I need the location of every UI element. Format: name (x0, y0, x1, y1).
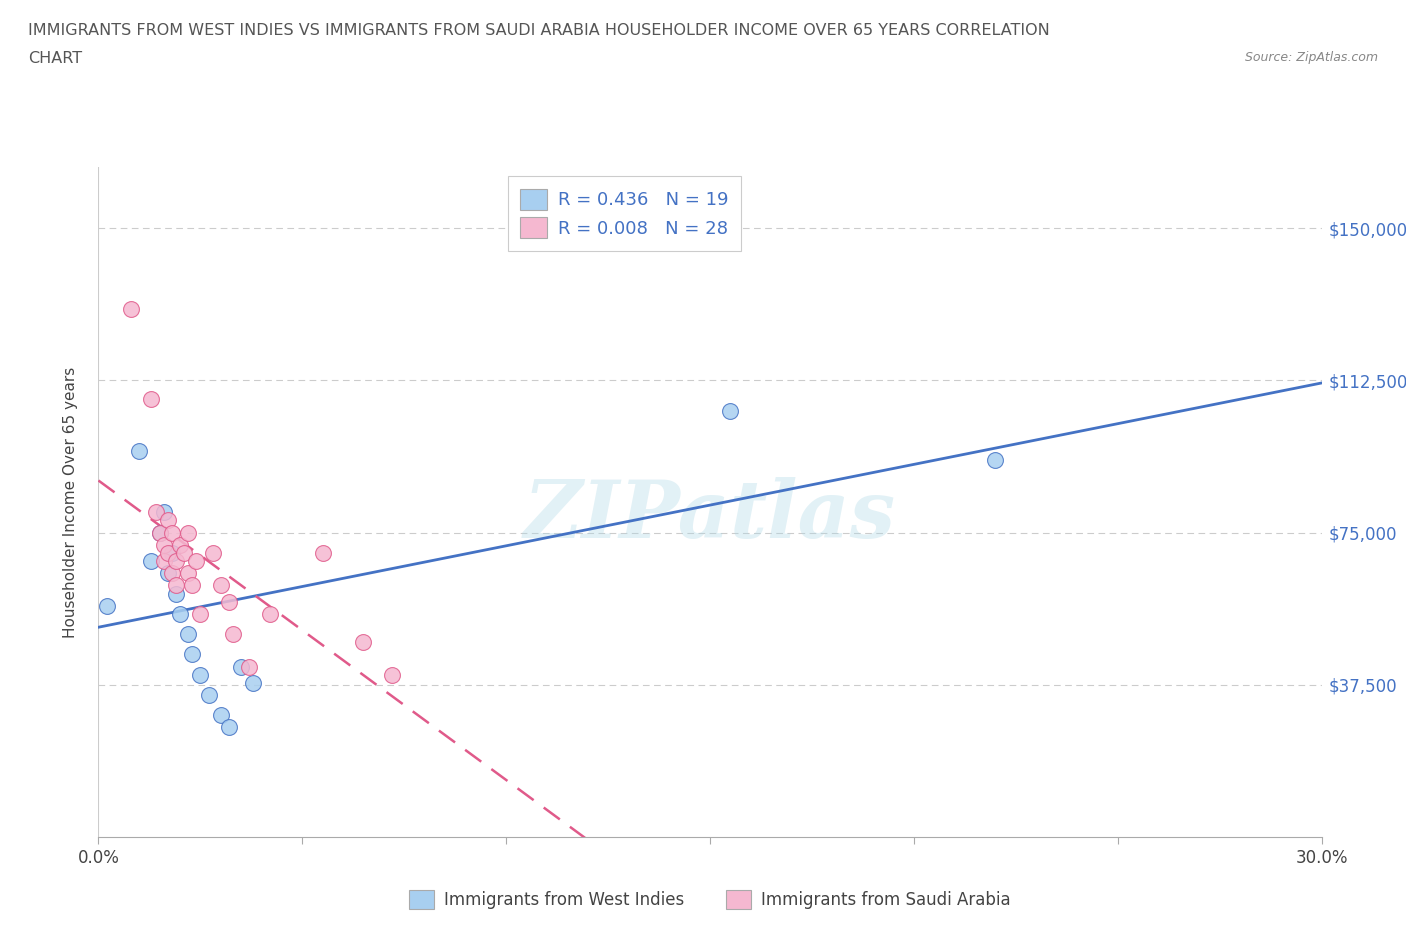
Point (152, 538, 174, 552)
Point (165, 586, 187, 601)
Point (188, 667, 212, 682)
Text: IMMIGRANTS FROM WEST INDIES VS IMMIGRANTS FROM SAUDI ARABIA HOUSEHOLDER INCOME O: IMMIGRANTS FROM WEST INDIES VS IMMIGRANT… (28, 23, 1050, 38)
Point (209, 708, 232, 723)
Point (160, 546, 183, 561)
Point (145, 505, 167, 520)
Point (96, 598, 118, 613)
Point (160, 525, 183, 540)
Point (259, 606, 281, 621)
Text: ZIPatlas: ZIPatlas (524, 477, 896, 554)
Y-axis label: Householder Income Over 65 years: Householder Income Over 65 years (63, 366, 77, 638)
Legend: Immigrants from West Indies, Immigrants from Saudi Arabia: Immigrants from West Indies, Immigrants … (402, 884, 1018, 916)
Point (169, 538, 191, 552)
Point (152, 553, 174, 568)
Point (352, 635, 374, 650)
Point (720, 404, 742, 418)
Point (128, 444, 150, 458)
Point (197, 687, 219, 702)
Point (381, 667, 404, 682)
Point (156, 513, 179, 528)
Point (152, 505, 174, 520)
Point (181, 647, 204, 662)
Point (984, 452, 1007, 467)
Point (312, 546, 335, 561)
Point (165, 553, 187, 568)
Point (201, 546, 224, 561)
Point (222, 627, 245, 642)
Point (177, 525, 200, 540)
Point (209, 578, 232, 592)
Point (141, 553, 163, 568)
Point (177, 565, 200, 580)
Point (177, 627, 200, 642)
Point (218, 594, 240, 609)
Point (120, 302, 142, 317)
Point (186, 553, 208, 568)
Point (218, 720, 240, 735)
Text: CHART: CHART (28, 51, 82, 66)
Point (181, 578, 204, 592)
Point (188, 606, 212, 621)
Point (156, 546, 179, 561)
Point (173, 546, 195, 561)
Point (149, 525, 172, 540)
Point (231, 659, 253, 674)
Point (238, 659, 260, 674)
Point (141, 392, 163, 406)
Point (156, 565, 179, 580)
Point (169, 606, 191, 621)
Point (160, 565, 183, 580)
Point (149, 525, 172, 540)
Text: Source: ZipAtlas.com: Source: ZipAtlas.com (1244, 51, 1378, 64)
Point (165, 578, 187, 592)
Point (242, 675, 264, 690)
